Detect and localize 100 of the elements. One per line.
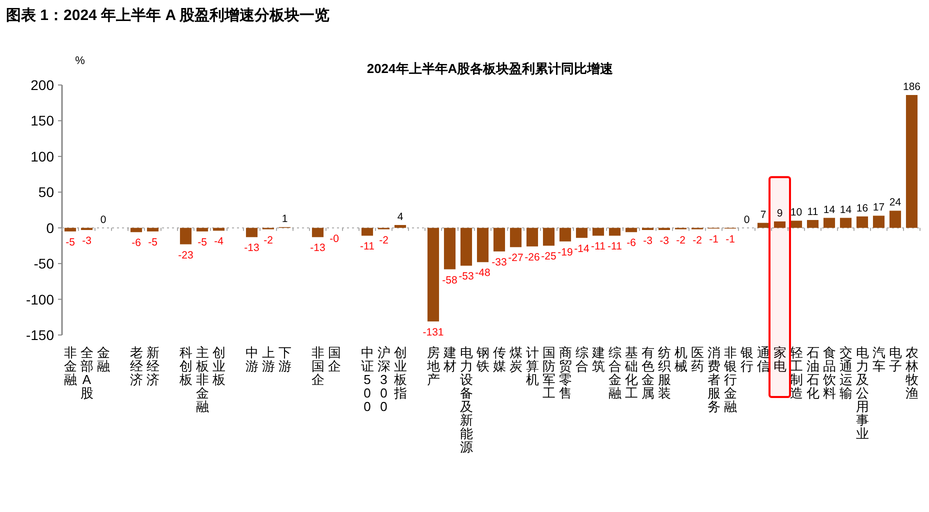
x-tick-label: 交通运输 [839, 345, 852, 400]
x-tick-label: 科创板 [178, 345, 192, 387]
bar [180, 228, 192, 244]
x-tick-label: 银行 [739, 345, 754, 374]
x-tick-label: 创业板 [211, 345, 226, 387]
bar [312, 228, 324, 238]
data-label: 24 [889, 196, 902, 209]
x-tick-label: 上游 [262, 345, 275, 374]
x-tick-label: 下游 [278, 345, 292, 374]
y-tick-label: 150 [30, 112, 54, 129]
y-tick-label: 100 [30, 148, 54, 164]
bar [64, 228, 76, 232]
data-label: 4 [397, 211, 404, 223]
bar [510, 228, 522, 248]
bar [806, 220, 819, 228]
bar [872, 216, 885, 228]
bar [774, 221, 786, 228]
x-tick-label: 中游 [245, 345, 258, 374]
data-label: 17 [872, 202, 885, 214]
bar [625, 228, 638, 232]
bar [608, 228, 621, 236]
bar [757, 222, 770, 228]
x-tick-label: 建材 [442, 345, 456, 374]
bar [146, 228, 159, 232]
x-tick-label: 传媒 [492, 345, 506, 374]
data-label: -33 [492, 256, 507, 268]
x-tick-label: 国企 [328, 345, 341, 374]
x-tick-label: 轻工制造 [790, 345, 803, 400]
data-label: 14 [823, 204, 836, 216]
data-label: -11 [360, 240, 375, 253]
data-label: -2 [692, 234, 702, 246]
bar [559, 228, 572, 242]
y-tick-label: -100 [26, 291, 54, 308]
data-label: -1 [709, 234, 719, 246]
x-tick-label: 通信 [756, 345, 770, 374]
x-tick-label: 纺织服装 [658, 345, 671, 400]
data-label: 16 [856, 202, 868, 214]
data-label: -3 [82, 235, 92, 247]
x-tick-label: 基础化工 [624, 345, 638, 400]
bar [444, 228, 456, 270]
data-label: 9 [776, 207, 783, 220]
data-label: -58 [442, 274, 458, 286]
x-tick-label: 中证500 [360, 345, 374, 414]
data-label: -4 [214, 236, 224, 248]
x-tick-label: 食品饮料 [822, 345, 836, 400]
bar [361, 228, 374, 236]
data-label: -2 [379, 234, 389, 246]
bar [906, 95, 918, 228]
chart-title: 图表 1：2024 年上半年 A 股盈利增速分板块一览 [6, 7, 330, 24]
x-tick-label: 医药 [690, 345, 704, 374]
x-tick-label: 综合 [575, 345, 588, 374]
data-label: -3 [660, 235, 670, 247]
data-label: -131 [422, 326, 444, 338]
bar [130, 228, 142, 232]
y-tick-label: -150 [26, 327, 54, 343]
data-label: -6 [626, 237, 636, 250]
data-label: 0 [744, 214, 750, 226]
x-tick-label: 电力及公用事业 [856, 345, 869, 441]
data-label: -5 [198, 236, 208, 248]
bar [790, 220, 802, 228]
bar [856, 216, 868, 228]
data-label: 10 [790, 206, 802, 219]
data-label: -13 [310, 242, 326, 254]
x-tick-label: 创业板指 [392, 345, 407, 400]
data-label: -27 [508, 252, 524, 264]
bar [427, 228, 440, 322]
bar [394, 225, 406, 228]
bar [542, 228, 555, 246]
bar [246, 228, 258, 238]
x-tick-label: 计算机 [526, 345, 539, 387]
data-label: 0 [100, 214, 106, 226]
data-label: 11 [807, 206, 818, 218]
x-tick-label: 钢铁 [475, 345, 490, 374]
x-tick-label: 家电 [773, 345, 786, 374]
data-label: -53 [458, 270, 474, 283]
data-label: -2 [676, 234, 686, 246]
x-tick-label: 电力设备及新能源 [460, 345, 473, 454]
data-label: 1 [282, 213, 288, 226]
bar [592, 228, 604, 236]
data-label: -14 [574, 242, 590, 255]
data-label: -26 [524, 251, 540, 264]
data-label: -0 [330, 232, 340, 245]
data-label: -11 [591, 240, 606, 253]
x-tick-label: 非银行金融 [722, 345, 737, 414]
x-tick-label: 农林牧渔 [904, 345, 918, 400]
x-tick-label: 老经济 [130, 345, 143, 387]
x-tick-label: 非国企 [311, 345, 324, 387]
data-label: -11 [608, 240, 622, 253]
data-label: -25 [541, 250, 556, 263]
x-tick-label: 新经济 [146, 345, 160, 387]
bar [526, 228, 538, 246]
bar [493, 228, 506, 252]
x-tick-label: 汽车 [872, 345, 886, 374]
data-label: -1 [726, 234, 736, 246]
bar [460, 228, 472, 266]
data-label: 186 [902, 81, 921, 93]
x-tick-label: 国防军工 [542, 345, 556, 400]
data-label: -13 [244, 242, 260, 254]
data-label: -2 [264, 234, 274, 246]
x-tick-label: 房地产 [426, 345, 440, 387]
